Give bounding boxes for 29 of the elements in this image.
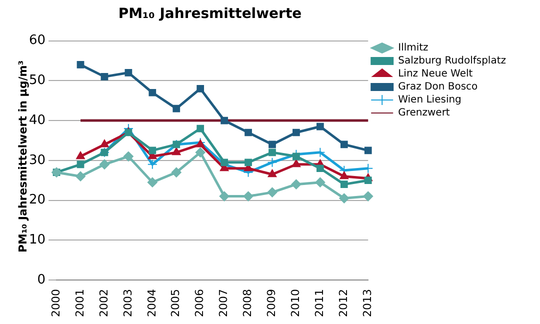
- y-tick-label: 60: [28, 33, 46, 48]
- y-tick-label: 40: [28, 112, 46, 128]
- x-tick-label: 2004: [145, 289, 158, 318]
- x-tick-label: 2006: [193, 289, 206, 318]
- x-tick-label: 2009: [265, 289, 278, 318]
- x-tick-label: 2003: [121, 289, 134, 318]
- legend-label: Salzburg Rudolfsplatz: [398, 56, 506, 67]
- x-tick-label: 2001: [73, 289, 86, 318]
- x-tick-label: 2012: [337, 289, 350, 318]
- legend-label: Linz Neue Welt: [398, 68, 473, 80]
- x-tick-label: 2013: [360, 289, 374, 318]
- legend-label: Grenzwert: [398, 108, 450, 119]
- y-axis-title: PM₁₀ Jahresmittelwert in µg/m³: [16, 59, 30, 255]
- x-tick-label: 2008: [241, 289, 254, 318]
- x-tick-label: 2010: [289, 289, 302, 318]
- chart-title: PM₁₀ Jahresmittelwerte: [117, 6, 303, 22]
- x-tick-label: 2011: [313, 289, 326, 318]
- y-tick-label: 30: [28, 152, 46, 168]
- x-tick-label: 2002: [97, 289, 110, 318]
- x-tick-label: 2007: [217, 289, 230, 318]
- legend-label: Graz Don Bosco: [398, 82, 478, 93]
- y-tick-label: 10: [28, 232, 46, 248]
- legend-label: Illmitz: [398, 42, 428, 54]
- y-tick-label: 50: [28, 73, 46, 88]
- x-tick-label: 2000: [49, 289, 62, 318]
- legend-label: Wien Liesing: [398, 94, 462, 106]
- y-tick-label: 0: [37, 272, 46, 288]
- y-tick-label: 20: [28, 192, 46, 208]
- x-tick-label: 2005: [169, 289, 182, 318]
